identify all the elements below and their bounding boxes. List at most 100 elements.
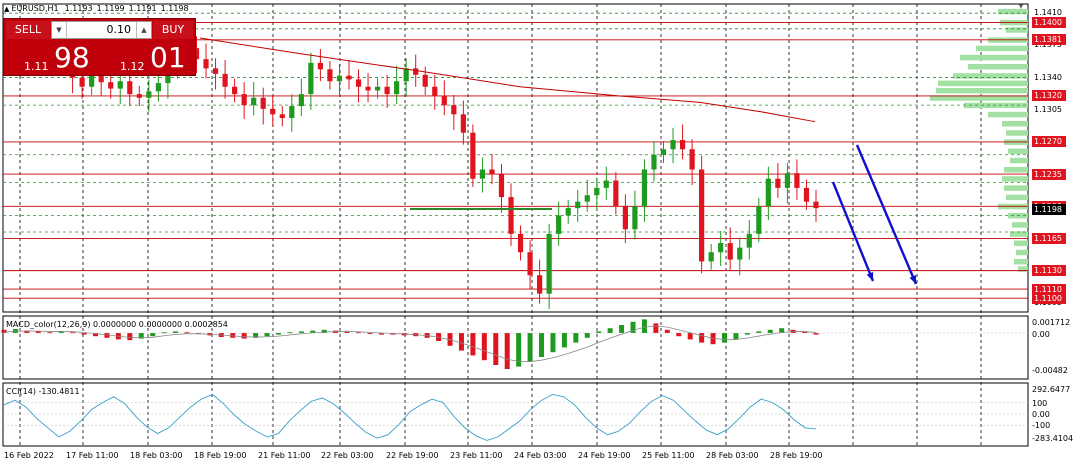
sell-price[interactable]: 1.11 98 <box>10 42 98 75</box>
macd-bar <box>664 329 670 333</box>
macd-bar <box>150 333 156 337</box>
collapse-triangle-icon[interactable]: ▲ <box>4 5 10 13</box>
macd-bar <box>367 333 373 334</box>
candle-body <box>317 62 323 70</box>
volume-profile-bar <box>1014 240 1028 247</box>
time-axis-label: 28 Feb 19:00 <box>770 451 823 460</box>
candle-body <box>556 215 562 234</box>
candle-body <box>222 73 228 87</box>
macd-bar <box>378 333 384 335</box>
price-level-tag: 1.1270 <box>1032 136 1066 148</box>
time-axis-label: 24 Feb 19:00 <box>578 451 631 460</box>
macd-bar <box>184 332 190 334</box>
volume-profile-bar <box>1006 194 1028 201</box>
candle-body <box>355 79 362 87</box>
macd-bar <box>470 333 476 356</box>
macd-bar <box>630 321 636 333</box>
candle-body <box>546 233 552 294</box>
candle-body <box>718 243 724 253</box>
candle-body <box>432 86 438 96</box>
volume-profile-bar <box>1002 121 1028 127</box>
candle-body <box>508 197 514 234</box>
volume-profile-bar <box>968 64 1028 70</box>
candle-body <box>727 243 733 260</box>
sell-price-prefix: 1.11 <box>24 60 49 73</box>
cci-axis-label: 0.00 <box>1032 410 1050 419</box>
price-level-tag: 1.1381 <box>1032 34 1066 46</box>
one-click-trading-panel: SELL ▼ 0.10 ▲ BUY 1.11 98 1.12 01 <box>3 18 196 76</box>
lot-size-input[interactable]: ▼ 0.10 ▲ <box>51 21 152 39</box>
macd-bar <box>104 333 110 338</box>
price-axis-label: 1.1305 <box>1034 104 1062 114</box>
candle-body <box>127 81 133 95</box>
candle-body <box>517 233 524 253</box>
macd-bar <box>138 333 144 339</box>
macd-bar <box>733 333 739 340</box>
macd-bar <box>241 333 247 339</box>
candle-body <box>708 252 714 262</box>
candle-body <box>737 247 743 260</box>
volume-profile-bar <box>960 54 1028 61</box>
buy-price-pips: 01 <box>150 41 186 74</box>
macd-bar <box>561 333 567 348</box>
macd-bar <box>779 328 785 333</box>
macd-bar <box>527 333 533 362</box>
macd-bar <box>504 333 510 369</box>
volume-profile-bar <box>1002 176 1028 182</box>
candle-body <box>89 75 95 87</box>
macd-bar <box>699 333 705 343</box>
lot-dropdown-icon[interactable]: ▼ <box>52 22 67 38</box>
candle-body <box>575 201 581 209</box>
candle-body <box>689 149 695 170</box>
macd-label: MACD_color(12,26,9) 0.0000000 0.0000000 … <box>6 320 228 329</box>
buy-price[interactable]: 1.12 01 <box>114 41 196 75</box>
sell-button[interactable]: SELL <box>6 21 50 39</box>
candle-body <box>803 187 810 202</box>
volume-profile-bar <box>1016 249 1028 256</box>
macd-panel-frame <box>2 315 1029 380</box>
candle-body <box>241 94 247 106</box>
symbol-info: ▲ EURUSD,H1 1.1193 1.1199 1.1191 1.1198 <box>4 4 193 14</box>
macd-bar <box>35 331 41 333</box>
macd-bar <box>767 329 773 333</box>
time-axis-label: 28 Feb 03:00 <box>706 451 759 460</box>
macd-bar <box>310 330 316 333</box>
volume-profile-bar <box>1006 130 1028 136</box>
candle-body <box>98 75 104 83</box>
volume-profile-bar <box>1014 258 1028 265</box>
macd-bar <box>687 333 693 340</box>
time-axis-label: 25 Feb 11:00 <box>642 451 695 460</box>
candle-body <box>413 68 419 75</box>
lot-stepper-icon[interactable]: ▲ <box>136 22 151 38</box>
volume-profile-bar <box>1008 148 1028 155</box>
candle-body <box>699 169 705 262</box>
volume-profile-bar <box>1012 222 1028 228</box>
macd-bar <box>573 333 579 343</box>
down-arrow-right <box>855 144 918 285</box>
macd-bar <box>607 328 613 333</box>
cci-axis-label: 100 <box>1032 399 1048 408</box>
candle-body <box>746 233 752 248</box>
lot-value[interactable]: 0.10 <box>106 23 132 36</box>
candle-body <box>327 69 333 82</box>
macd-bar <box>493 333 499 365</box>
candle-body <box>146 91 152 98</box>
price-axis-label: 1.1410 <box>1034 8 1062 18</box>
down-arrow-right-head <box>909 275 916 284</box>
ohlc-low: 1.1191 <box>128 4 157 13</box>
candle-body <box>489 169 495 175</box>
close-panel-icon[interactable]: ▾ <box>1018 2 1024 12</box>
price-level-tag: 1.1400 <box>1032 16 1066 28</box>
volume-profile-bar <box>953 73 1028 79</box>
candle-body <box>584 195 590 202</box>
candle-body <box>765 178 771 207</box>
time-axis-label: 21 Feb 11:00 <box>258 451 311 460</box>
candle-body <box>79 77 85 87</box>
macd-axis-label: 0.001712 <box>1032 318 1071 327</box>
macd-bar <box>127 333 133 341</box>
price-axis-label: 1.1340 <box>1034 72 1062 82</box>
price-level-tag: 1.1320 <box>1032 90 1066 102</box>
price-level-tag: 1.1130 <box>1032 265 1066 277</box>
buy-button[interactable]: BUY <box>153 21 193 39</box>
